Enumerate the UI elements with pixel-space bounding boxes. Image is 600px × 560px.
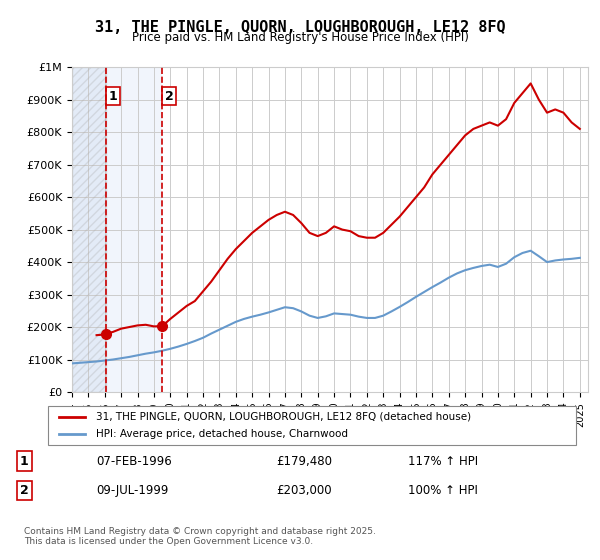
FancyBboxPatch shape: [48, 406, 576, 445]
Text: 1: 1: [109, 90, 118, 103]
Text: 09-JUL-1999: 09-JUL-1999: [96, 484, 169, 497]
Bar: [72, 67, 106, 392]
Text: HPI: Average price, detached house, Charnwood: HPI: Average price, detached house, Char…: [95, 429, 347, 439]
Text: 31, THE PINGLE, QUORN, LOUGHBOROUGH, LE12 8FQ: 31, THE PINGLE, QUORN, LOUGHBOROUGH, LE1…: [95, 20, 505, 35]
Text: £203,000: £203,000: [276, 484, 332, 497]
Text: £179,480: £179,480: [276, 455, 332, 468]
Bar: [106, 67, 163, 392]
Text: 31, THE PINGLE, QUORN, LOUGHBOROUGH, LE12 8FQ (detached house): 31, THE PINGLE, QUORN, LOUGHBOROUGH, LE1…: [95, 412, 470, 422]
Text: 2: 2: [20, 484, 28, 497]
Text: Contains HM Land Registry data © Crown copyright and database right 2025.
This d: Contains HM Land Registry data © Crown c…: [24, 526, 376, 546]
Text: 117% ↑ HPI: 117% ↑ HPI: [408, 455, 478, 468]
Text: 100% ↑ HPI: 100% ↑ HPI: [408, 484, 478, 497]
Text: 07-FEB-1996: 07-FEB-1996: [96, 455, 172, 468]
Text: 1: 1: [20, 455, 28, 468]
Text: Price paid vs. HM Land Registry's House Price Index (HPI): Price paid vs. HM Land Registry's House …: [131, 31, 469, 44]
Text: 2: 2: [165, 90, 173, 103]
Bar: [72, 67, 106, 392]
